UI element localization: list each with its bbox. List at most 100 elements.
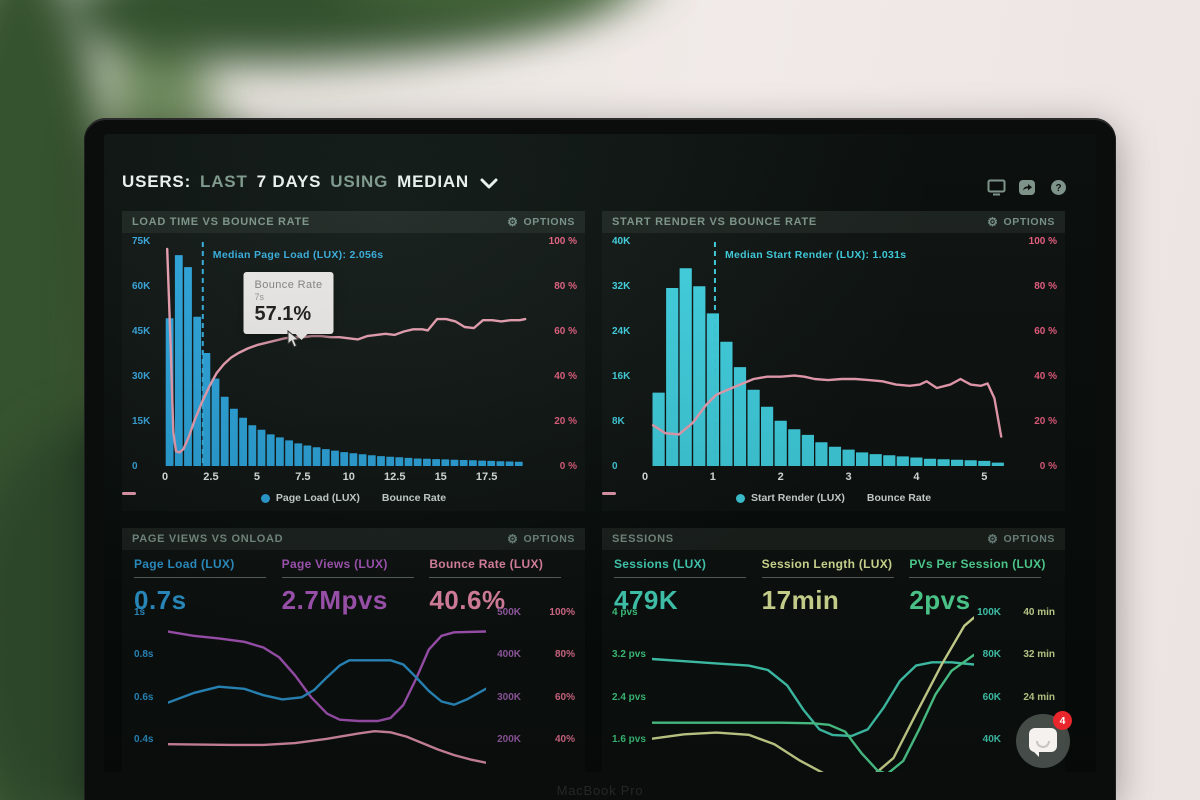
trend-line [650,616,976,772]
axis-tick-label: 0 [612,461,618,472]
chat-button[interactable]: 4 [1016,711,1072,768]
axis-tick-label: 3.2 pvs [612,649,646,661]
panel-start-render-vs-bounce-rate: START RENDER VS BOUNCE RATE ⚙ OPTIONS 40K… [602,211,1065,511]
chart-plot-area[interactable]: Bounce Rate 7s 57.1% Median Page Load (L… [165,240,528,466]
axis-tick-label: 12.5 [384,471,406,483]
axis-tick-label: 1.6 pvs [612,733,646,745]
axis-tick-label: 2.5 [203,471,219,483]
y-axis-left: 40K 32K 24K 16K 8K 0 [612,235,630,473]
metric-value: 17min [761,585,840,615]
legend-item[interactable]: Start Render (LUX) [735,492,845,504]
chart-plot-area[interactable] [650,612,976,772]
legend-item[interactable]: Bounce Rate [122,492,447,504]
axis-tick-label: 80 % [1034,281,1057,292]
bounce-rate-line [166,247,527,454]
panel-sessions: SESSIONS ⚙ OPTIONS Sessions (LUX) 479K Sess… [602,528,1065,772]
options-button[interactable]: ⚙ OPTIONS [507,532,575,546]
axis-tick-label: 1s [134,607,146,618]
axis-tick-label: 2.4 pvs [612,691,646,703]
bounce-rate-line [651,374,1003,438]
x-axis: 0 1 2 3 4 5 [642,471,1008,484]
gear-icon: ⚙ [507,532,519,546]
axis-tick-label: 30K [132,371,151,382]
axis-tick-label: 4 pvs [612,607,638,618]
axis-tick-label: 32 min [1023,649,1055,661]
axis-tick-label: 80% [554,649,575,661]
axis-tick-label: 0 [161,471,169,483]
y-axis-right: 500K 100% 400K 80% 300K 60% 200K 40% [487,606,575,746]
metric-block: Session Length (LUX) 17min [761,557,910,616]
axis-tick-label: Bounce Rate [381,492,447,504]
gear-icon: ⚙ [987,215,999,229]
axis-tick-label: 60 % [554,326,577,337]
options-button[interactable]: ⚙ OPTIONS [987,215,1055,229]
panel-title: SESSIONS [612,533,674,545]
axis-tick-label: 40K [612,236,631,247]
legend-swatch [602,492,616,495]
axis-tick-label: 17.5 [475,471,498,483]
chat-bubble-icon [1029,728,1057,757]
axis-tick-label: 500K [497,607,521,618]
trend-line [166,659,488,706]
metric-block: PVs Per Session (LUX) 2pvs [909,557,1057,616]
axis-tick-label: Page Load (LUX) [275,492,360,504]
bars-series [165,255,523,466]
trend-line [650,653,976,772]
tooltip-x-value: 7s [254,292,265,302]
y-axis-left: 1s 0.8s 0.6s 0.4s [134,606,153,746]
axis-tick-label: 40 % [1034,371,1057,382]
options-button[interactable]: ⚙ OPTIONS [507,215,575,229]
chart-legend: Page Load (LUX) Bounce Rate [122,492,585,504]
y-axis-left: 4 pvs 3.2 pvs 2.4 pvs 1.6 pvs [612,606,646,746]
chart-plot-area[interactable] [166,612,488,772]
header-users-label: USERS: [122,172,192,191]
display-icon[interactable] [986,178,1006,196]
axis-tick-label: 100% [549,607,575,618]
y-axis-right: 100 % 80 % 60 % 40 % 20 % 0 % [549,235,577,473]
legend-item[interactable]: Page Load (LUX) [260,492,360,504]
dashboard: USERS: LAST 7 DAYS USING MEDIAN ? [104,134,1096,772]
share-icon[interactable] [1017,178,1037,196]
axis-tick-label: Start Render (LUX) [750,492,845,504]
notification-badge: 4 [1053,711,1072,730]
axis-tick-label: 1 [709,471,716,483]
axis-tick-label: 24K [612,326,631,337]
options-button[interactable]: ⚙ OPTIONS [987,532,1055,546]
axis-tick-label: 0.8s [134,649,154,661]
axis-tick-label: 24 min [1023,691,1055,703]
panel-title: PAGE VIEWS VS ONLOAD [132,533,284,545]
metric-block: Page Views (LUX) 2.7Mpvs [281,557,430,616]
axis-tick-label: 400K [497,649,521,661]
median-annotation: Median Start Render (LUX): 1.031s [724,249,907,261]
chart-tooltip: Bounce Rate 7s 57.1% [243,272,334,340]
axis-tick-label: 4 [913,471,920,483]
axis-tick-label: 0.6s [134,691,154,703]
axis-tick-label: 32K [612,281,631,292]
chart-plot-area[interactable]: Median Start Render (LUX): 1.031s [645,240,1008,466]
trend-line [650,657,976,738]
legend-item[interactable]: Bounce Rate [602,492,931,504]
help-icon[interactable]: ? [1048,178,1068,196]
y-axis-left: 75K 60K 45K 30K 15K 0 [132,235,150,473]
axis-tick-label: 8K [612,416,625,427]
legend-swatch [122,492,136,495]
metric-value: 0.7s [134,585,187,615]
axis-tick-label: 20 % [1034,416,1057,427]
header-median-label: MEDIAN [397,172,469,191]
axis-tick-label: 100 % [548,236,577,247]
gear-icon: ⚙ [987,532,999,546]
metric-label: Bounce Rate (LUX) [429,557,544,571]
axis-tick-label: 15 [434,471,447,483]
axis-tick-label: 60% [554,691,575,703]
axis-tick-label: 200K [497,733,521,745]
trend-line [166,630,488,723]
axis-tick-label: 100K [977,607,1001,618]
x-axis: 0 2.5 5 7.5 10 12.5 15 17.5 [161,471,528,484]
header-using-label: USING [330,172,389,191]
axis-tick-label: 40K [982,733,1001,745]
metric-label: Page Views (LUX) [281,557,388,571]
chart-legend: Start Render (LUX) Bounce Rate [602,492,1065,504]
axis-tick-label: 2 [777,471,784,483]
panel-title: START RENDER VS BOUNCE RATE [612,216,817,228]
timeframe-dropdown[interactable]: USERS: LAST 7 DAYS USING MEDIAN [122,172,498,192]
